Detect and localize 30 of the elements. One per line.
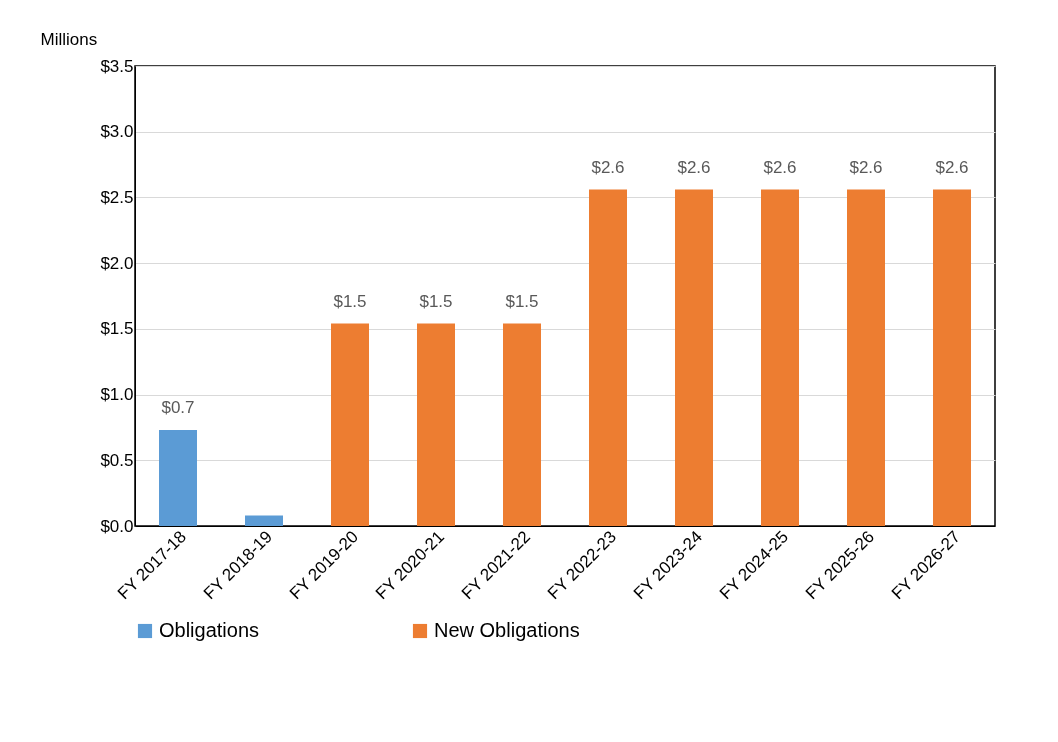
legend-label: New Obligations [434,619,580,641]
y-tick-label: $2.0 [100,253,134,273]
bar [761,189,799,526]
y-tick-label: $1.0 [100,385,134,405]
bar [245,515,283,526]
y-tick-label: $3.0 [100,122,134,142]
y-axis-title: Millions [40,29,98,49]
y-tick-label: $0.0 [100,516,134,536]
data-label: $2.6 [935,157,969,177]
data-label: $1.5 [419,291,453,311]
bar [503,323,541,526]
y-tick-label: $2.5 [100,187,134,207]
data-label: $1.5 [505,291,539,311]
y-tick-label: $1.5 [100,319,134,339]
bar [331,323,369,526]
y-tick-label: $3.5 [100,56,134,76]
bar [589,189,627,526]
data-label: $0.7 [161,398,195,418]
legend-label: Obligations [159,619,260,641]
y-tick-label: $0.5 [100,450,134,470]
bar [933,189,971,526]
bar [847,189,885,526]
data-label: $2.6 [677,157,711,177]
data-label: $1.5 [333,291,367,311]
data-label: $2.6 [763,157,797,177]
data-label: $2.6 [591,157,625,177]
bar [159,430,197,526]
bar [675,189,713,526]
data-label: $2.6 [849,157,883,177]
bar [417,323,455,526]
